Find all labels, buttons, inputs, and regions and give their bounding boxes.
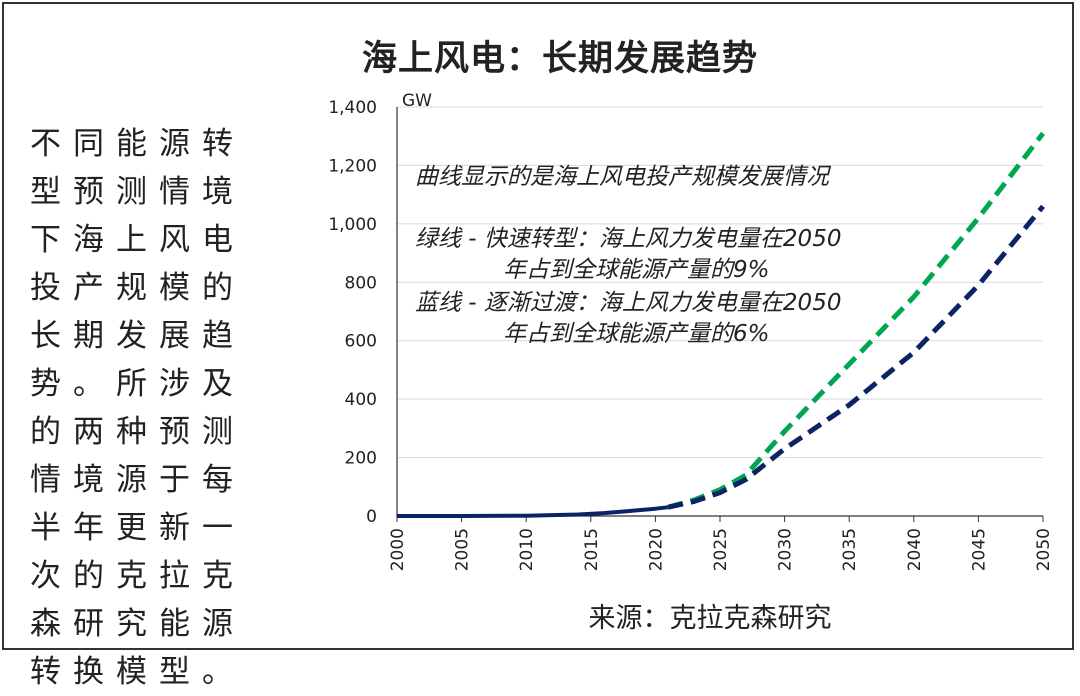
y-axis-label: GW xyxy=(402,91,432,111)
grid-layer xyxy=(397,106,1043,459)
chart-svg: 0 200 400 600 800 1,000 1,200 1,400 2000 2005 2010… xyxy=(328,91,1054,571)
note-blue-line1: 蓝线 - 逐渐过渡：海上风力发电量在2050 xyxy=(415,290,842,316)
y-tick-label: 1,000 xyxy=(328,215,377,235)
figure-frame xyxy=(2,2,1074,650)
y-tick-label: 600 xyxy=(345,332,377,352)
y-tick-label: 1,200 xyxy=(328,156,377,176)
y-tick-label: 800 xyxy=(345,273,377,293)
series-navy-dashed xyxy=(667,204,1045,510)
x-tick-label: 2020 xyxy=(646,528,666,571)
x-tick-label: 2000 xyxy=(388,528,408,571)
series-layer xyxy=(397,131,1045,518)
x-tick-label: 2045 xyxy=(969,528,989,571)
y-tick-label: 0 xyxy=(366,507,377,527)
note-caption: 曲线显示的是海上风电投产规模发展情况 xyxy=(415,164,829,190)
x-tick-label: 2005 xyxy=(453,528,473,571)
x-tick-label: 2030 xyxy=(776,528,796,571)
series-historical-solid xyxy=(397,505,669,518)
source-caption: 来源：克拉克森研究 xyxy=(588,603,832,634)
y-tick-label: 1,400 xyxy=(328,98,377,118)
x-tick-label: 2010 xyxy=(517,528,537,571)
note-green-line2: 年占到全球能源产量的9% xyxy=(503,257,770,283)
y-tick-label: 200 xyxy=(345,449,377,469)
note-blue-line2: 年占到全球能源产量的6% xyxy=(503,321,770,347)
x-tick-label: 2040 xyxy=(905,528,925,571)
y-tick-label: 400 xyxy=(345,390,377,410)
x-tick-label: 2015 xyxy=(582,528,602,571)
x-tick-label: 2025 xyxy=(711,528,731,571)
x-tick-label: 2035 xyxy=(840,528,860,571)
note-green-line1: 绿线 - 快速转型：海上风力发电量在2050 xyxy=(415,226,842,252)
x-tick-label: 2050 xyxy=(1034,528,1054,571)
axis-layer: 0 200 400 600 800 1,000 1,200 1,400 2000 2005 2010… xyxy=(328,98,1054,571)
side-description: 不同能源转型预测情境下海上风电投产规模的长期发展趋势。所涉及的两种预测情境源于每… xyxy=(30,126,245,690)
chart-title: 海上风电：长期发展趋势 xyxy=(361,39,758,79)
